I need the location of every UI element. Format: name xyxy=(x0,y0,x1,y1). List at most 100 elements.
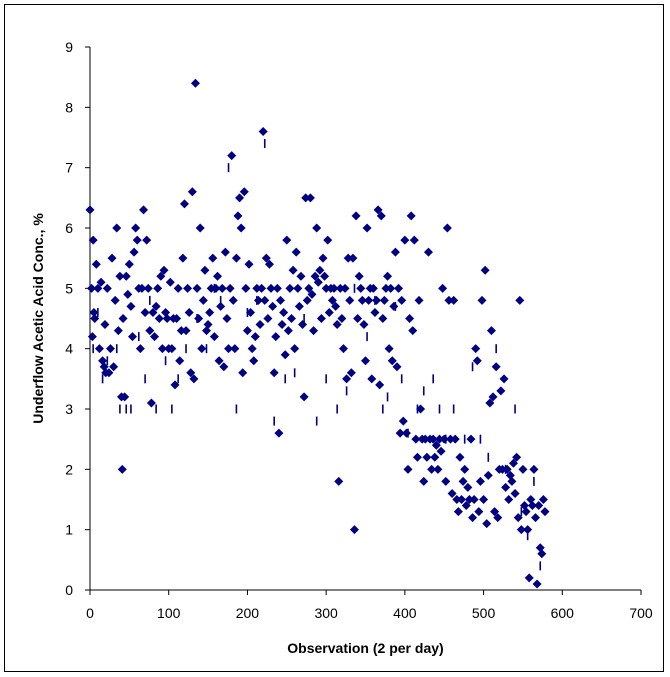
data-point-diamond xyxy=(225,283,235,293)
data-point-diamond xyxy=(463,482,473,492)
data-point-diamond xyxy=(315,265,325,275)
data-point-diamond xyxy=(190,78,200,88)
data-point-diamond xyxy=(260,295,270,305)
data-point-diamond xyxy=(239,187,249,197)
data-point-diamond xyxy=(383,271,393,281)
data-point-diamond xyxy=(228,295,238,305)
data-point-diamond xyxy=(354,271,364,281)
data-point-diamond xyxy=(184,307,194,317)
data-point-diamond xyxy=(192,283,202,293)
data-point-diamond xyxy=(331,301,341,311)
data-point-diamond xyxy=(145,326,155,336)
data-point-diamond xyxy=(475,476,485,486)
data-point-diamond xyxy=(474,507,484,517)
data-point-diamond xyxy=(104,368,114,378)
data-point-diamond xyxy=(446,434,456,444)
data-point-diamond xyxy=(214,356,224,366)
y-tick-label: 8 xyxy=(65,99,73,115)
data-point-diamond xyxy=(222,314,232,323)
data-point-diamond xyxy=(219,362,229,372)
data-point-diamond xyxy=(181,326,191,336)
data-point-diamond xyxy=(375,380,385,390)
data-point-diamond xyxy=(90,314,100,323)
data-point-diamond xyxy=(510,488,520,498)
data-point-diamond xyxy=(434,434,444,444)
data-point-diamond xyxy=(115,271,125,281)
data-point-diamond xyxy=(186,368,196,378)
axes xyxy=(89,47,641,591)
data-point-diamond xyxy=(409,235,419,245)
data-point-diamond xyxy=(290,344,300,354)
data-point-diamond xyxy=(507,476,517,486)
data-point-diamond xyxy=(342,374,352,384)
data-point-diamond xyxy=(397,295,407,305)
data-point-diamond xyxy=(329,283,339,293)
data-point-diamond xyxy=(132,235,142,245)
data-point-diamond xyxy=(238,368,248,378)
y-axis-title: Underflow Acetic Acid Conc., % xyxy=(30,213,46,424)
data-point-diamond xyxy=(394,283,404,293)
data-point-diamond xyxy=(131,223,141,233)
data-point-diamond xyxy=(497,464,507,474)
data-point-diamond xyxy=(287,314,297,323)
data-point-diamond xyxy=(236,223,246,233)
x-tick-label: 400 xyxy=(393,605,417,621)
data-point-diamond xyxy=(452,495,462,504)
data-point-diamond xyxy=(268,301,278,311)
data-point-diamond xyxy=(307,289,317,299)
data-point-diamond xyxy=(540,507,550,517)
data-point-diamond xyxy=(113,326,123,336)
data-point-diamond xyxy=(85,205,95,215)
data-point-diamond xyxy=(309,326,319,336)
data-point-diamond xyxy=(416,404,426,414)
data-point-diamond xyxy=(419,476,429,486)
data-point-diamond xyxy=(343,253,353,263)
data-point-diamond xyxy=(213,271,223,281)
data-point-diamond xyxy=(156,271,166,281)
y-tick-label: 0 xyxy=(65,582,73,598)
data-point-diamond xyxy=(444,295,454,305)
data-point-diamond xyxy=(142,235,152,245)
data-point-diamond xyxy=(460,464,470,474)
data-point-diamond xyxy=(139,205,149,215)
data-point-diamond xyxy=(159,265,169,275)
data-point-diamond xyxy=(384,344,394,354)
data-points xyxy=(85,78,550,589)
y-tick-label: 7 xyxy=(65,160,73,176)
data-point-diamond xyxy=(332,320,342,330)
data-point-diamond xyxy=(87,332,97,342)
data-point-diamond xyxy=(282,235,292,245)
data-point-diamond xyxy=(356,283,366,293)
data-point-diamond xyxy=(316,314,326,323)
data-point-diamond xyxy=(150,332,160,342)
data-point-diamond xyxy=(301,193,311,203)
data-point-diamond xyxy=(129,247,139,257)
data-point-diamond xyxy=(372,295,382,305)
data-point-diamond xyxy=(206,283,216,293)
data-point-diamond xyxy=(420,434,430,444)
data-point-diamond xyxy=(518,464,528,474)
x-tick-label: 500 xyxy=(472,605,496,621)
data-point-diamond xyxy=(246,307,256,317)
data-point-diamond xyxy=(304,283,314,293)
y-axis-ticks: 0 1 2 3 4 5 6 7 8 9 xyxy=(65,39,90,598)
y-tick-label: 2 xyxy=(65,461,73,477)
data-point-diamond xyxy=(198,295,208,305)
data-point-diamond xyxy=(466,434,476,444)
data-point-diamond xyxy=(157,344,167,354)
data-point-diamond xyxy=(302,295,312,305)
data-point-diamond xyxy=(258,126,268,136)
data-point-diamond xyxy=(438,283,448,293)
data-point-diamond xyxy=(140,307,150,317)
data-point-diamond xyxy=(362,223,372,233)
y-tick-label: 1 xyxy=(65,522,73,538)
data-point-diamond xyxy=(275,295,285,305)
data-point-diamond xyxy=(400,235,410,245)
data-point-diamond xyxy=(264,259,274,269)
data-point-diamond xyxy=(389,301,399,311)
data-point-diamond xyxy=(283,326,293,336)
data-point-diamond xyxy=(291,247,301,257)
data-point-diamond xyxy=(172,314,182,323)
data-point-diamond xyxy=(335,283,345,293)
data-point-diamond xyxy=(178,253,188,263)
